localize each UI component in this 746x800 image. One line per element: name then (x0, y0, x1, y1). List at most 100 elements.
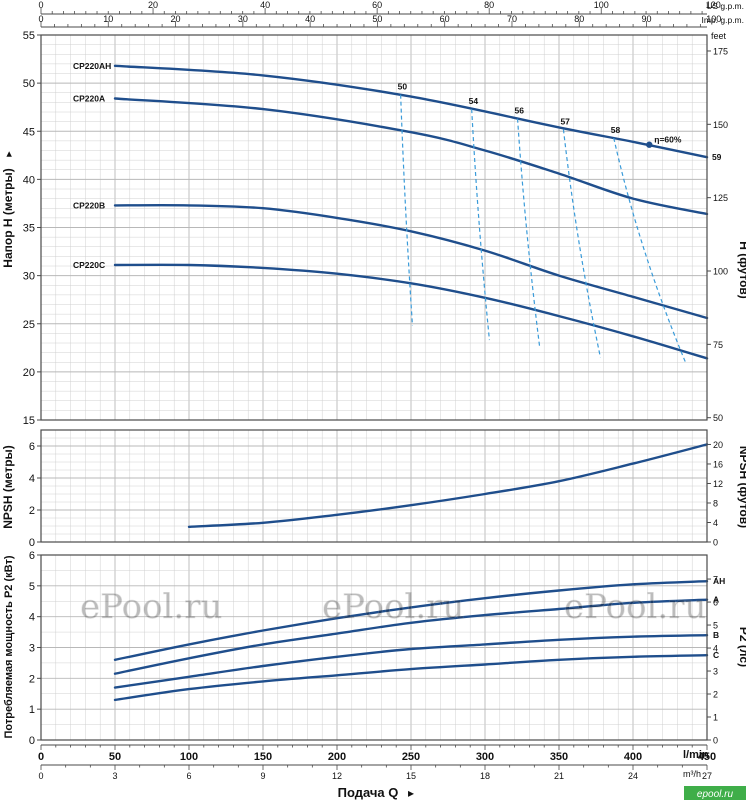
imp-gpm-tick-label: 80 (574, 14, 584, 24)
head-ytick-label: 20 (23, 367, 35, 379)
power-series-label: A (713, 595, 719, 605)
head-series-cp220b (113, 203, 709, 320)
head-grid (41, 35, 707, 420)
lmin-unit-label: l/min (683, 749, 709, 761)
lmin-tick-label: 250 (402, 751, 420, 763)
power-ylabel: Потребляемая мощность P2 (кВт) (3, 555, 15, 738)
imp-gpm-tick-label: 0 (38, 14, 43, 24)
efficiency-line (471, 109, 491, 341)
head-y2tick-label: 100 (713, 267, 728, 277)
us-gpm-tick-label: 20 (148, 0, 158, 10)
watermark-text-1: ePool.ru (80, 587, 222, 627)
lmin-tick-label: 150 (254, 751, 272, 763)
power-y2tick-label: 0 (713, 736, 718, 746)
efficiency-point-marker (646, 141, 653, 148)
head-panel: 15 20 25 30 35 40 45 50 55 50 75 100 125 150 175 CP220… (1, 30, 746, 427)
npsh-y2tick-label: 12 (713, 479, 723, 489)
imp-gpm-tick-label: 30 (238, 14, 248, 24)
head-tick-labels: 15 20 25 30 35 40 45 50 55 50 75 100 125 150 175 (23, 30, 728, 427)
power-ylabel-right: P2 (лс) (737, 627, 746, 667)
head-y2tick-label: 175 (713, 46, 728, 56)
power-y2tick-label: 4 (713, 644, 718, 654)
power-ytick-label: 2 (29, 673, 35, 685)
us-gpm-tick-label: 80 (484, 0, 494, 10)
head-y2tick-label: 125 (713, 193, 728, 203)
head-ytick-label: 55 (23, 30, 35, 42)
head-ytick-label: 50 (23, 78, 35, 90)
head-series-cp220a (113, 97, 709, 216)
imp-gpm-tick-label: 40 (305, 14, 315, 24)
lmin-tick-label: 200 (328, 751, 346, 763)
npsh-ytick-label: 4 (29, 473, 35, 485)
npsh-ytick-label: 0 (29, 537, 35, 549)
power-panel-frame (40, 554, 708, 741)
power-series-label: B (713, 630, 719, 640)
us-gpm-tick-label: 100 (594, 0, 609, 10)
power-y2tick-label: 5 (713, 621, 718, 631)
power-ytick-label: 5 (29, 581, 35, 593)
watermark-text-3: ePool.ru (564, 587, 706, 627)
m3h-tick-label: 9 (260, 771, 265, 781)
efficiency-label: 57 (560, 116, 570, 126)
head-ylabel: Напор H (метры) (1, 168, 15, 267)
power-ytick-label: 1 (29, 704, 35, 716)
imp-gpm-tick-label: 20 (171, 14, 181, 24)
imp-gpm-tick-label: 50 (372, 14, 382, 24)
power-curves: AH A BC (113, 576, 725, 702)
curve-end-label: 59 (712, 152, 722, 162)
m3h-unit-label: m³/h (683, 769, 701, 779)
head-series-cp220c (113, 263, 709, 360)
npsh-ylabel: NPSH (метры) (1, 445, 15, 529)
power-y2tick-label: 6 (713, 598, 718, 608)
head-series-label: CP220C (73, 260, 105, 270)
m3h-tick-label: 24 (628, 771, 638, 781)
power-series-label: AH (713, 576, 725, 586)
power-y2tick-label: 7 (713, 575, 718, 585)
npsh-tick-labels: 0 2 4 6 0 4 8 12 16 20 (29, 440, 723, 549)
efficiency-label: 54 (469, 96, 479, 106)
power-series-a (113, 598, 709, 675)
head-ylabel-arrow: ▸ (3, 151, 15, 157)
top-flow-axes: 0 20 40 60 80 100 120 0 10 20 30 40 50 60 70 80 90 100 US … (38, 0, 744, 28)
m3h-tick-label: 15 (406, 771, 416, 781)
npsh-curve (187, 443, 709, 528)
head-y2tick-label: 150 (713, 120, 728, 130)
m3h-tick-label: 0 (38, 771, 43, 781)
power-tick-labels: 0 1 2 3 4 5 6 0 1 2 3 4 5 6 7 (29, 550, 718, 747)
imp-gpm-tick-label: 10 (103, 14, 113, 24)
power-y2tick-label: 3 (713, 667, 718, 677)
imp-gpm-label: Imp. g.p.m. (701, 15, 744, 25)
us-gpm-tick-label: 120 (706, 0, 721, 10)
head-ytick-label: 35 (23, 223, 35, 235)
lmin-tick-label: 100 (180, 751, 198, 763)
power-ytick-label: 6 (29, 550, 35, 562)
npsh-ytick-label: 2 (29, 505, 35, 517)
lmin-tick-label: 0 (38, 751, 44, 763)
us-gpm-tick-label: 40 (260, 0, 270, 10)
efficiency-point-label: η=60% (654, 135, 682, 145)
npsh-y2tick-label: 4 (713, 518, 718, 528)
head-curves: CP220AH CP220A CP220B CP220C 50 54 56 57 58 η=60%… (73, 61, 722, 365)
us-gpm-label: US g.p.m. (706, 1, 744, 11)
power-ytick-label: 0 (29, 735, 35, 747)
power-grid (41, 555, 707, 740)
power-ytick-label: 4 (29, 612, 35, 624)
npsh-ylabel-right: NPSH (футов) (737, 446, 746, 528)
lmin-tick-label: 350 (550, 751, 568, 763)
head-series-cp220ah (113, 64, 709, 159)
power-y2tick-label: 2 (713, 690, 718, 700)
npsh-series-curve (187, 443, 709, 528)
efficiency-line (516, 118, 541, 348)
efficiency-line (613, 137, 687, 365)
head-ytick-label: 40 (23, 174, 35, 186)
imp-gpm-tick-label: 60 (440, 14, 450, 24)
head-ytick-label: 15 (23, 415, 35, 427)
power-y2tick-label: 1 (713, 713, 718, 723)
head-series-label: CP220A (73, 94, 105, 104)
x-axis-title-arrow: ▸ (408, 786, 414, 800)
power-series-c (113, 654, 709, 702)
efficiency-label: 56 (515, 106, 525, 116)
lmin-tick-label: 400 (624, 751, 642, 763)
head-y2tick-label: 75 (713, 340, 723, 350)
